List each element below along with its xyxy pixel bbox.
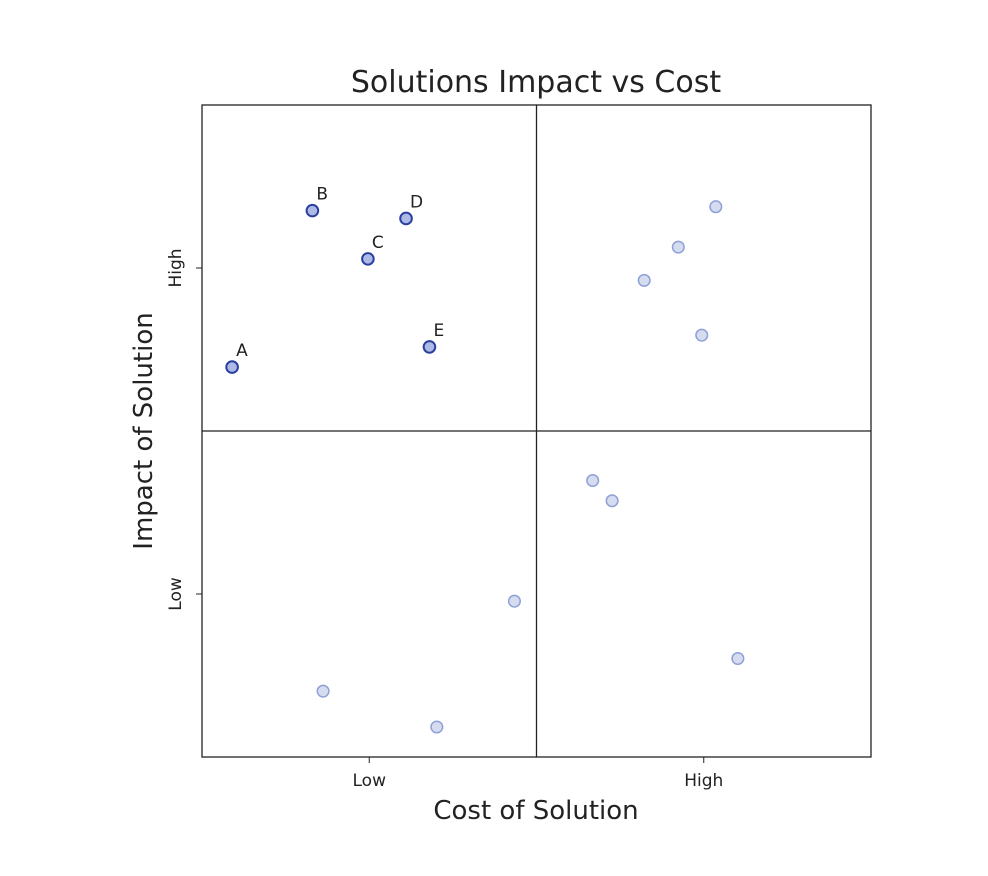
highlight-point bbox=[225, 360, 239, 374]
chart-title: Solutions Impact vs Cost bbox=[351, 65, 722, 100]
x-tick-label: Low bbox=[353, 771, 387, 791]
y-tick-label: High bbox=[166, 248, 186, 287]
background-point bbox=[695, 328, 709, 342]
point-label: E bbox=[433, 321, 444, 341]
background-point bbox=[316, 684, 330, 698]
point-label: B bbox=[316, 185, 328, 205]
highlight-point bbox=[399, 211, 413, 226]
background-point bbox=[605, 494, 619, 508]
highlight-point bbox=[305, 203, 320, 218]
point-label: A bbox=[236, 341, 248, 361]
background-point bbox=[430, 720, 444, 734]
y-axis-title: Impact of Solution bbox=[129, 312, 159, 549]
background-point bbox=[586, 474, 600, 488]
background-point bbox=[709, 200, 723, 214]
highlight-point bbox=[422, 340, 437, 354]
background-point bbox=[671, 240, 685, 254]
point-label: D bbox=[410, 192, 423, 212]
x-axis-title: Cost of Solution bbox=[433, 796, 638, 826]
plot-area: Low High Low High A B C D E bbox=[166, 104, 872, 791]
point-label: C bbox=[372, 233, 384, 253]
background-point bbox=[507, 594, 521, 608]
highlight-point bbox=[361, 252, 375, 266]
background-point bbox=[731, 651, 745, 666]
background-point bbox=[637, 273, 651, 287]
y-tick-label: Low bbox=[166, 577, 186, 611]
x-tick-label: High bbox=[684, 771, 723, 791]
